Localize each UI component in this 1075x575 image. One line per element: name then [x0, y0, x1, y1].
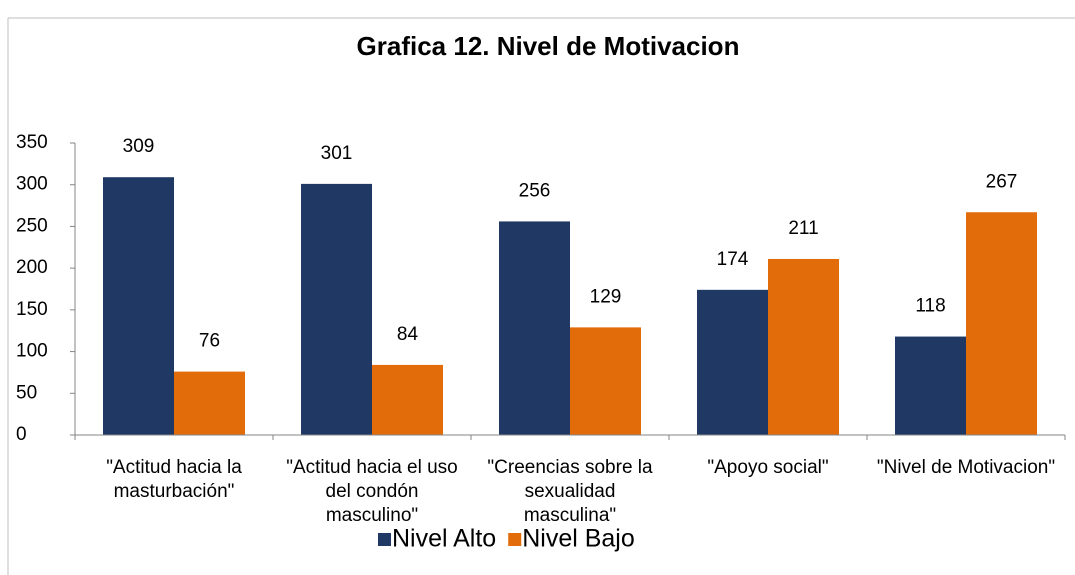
x-tick-label: "Actitud hacia el uso del condón masculino…: [286, 457, 458, 526]
data-label: 118: [915, 296, 945, 317]
bar: [103, 177, 174, 435]
bar: [499, 221, 570, 435]
y-tick-label: 350: [16, 132, 48, 153]
data-label: 267: [986, 171, 1018, 192]
data-label: 76: [199, 331, 220, 352]
x-tick-label: "Creencias sobre la sexualidad masculina": [487, 457, 653, 526]
chart-title: Grafica 12. Nivel de Motivacion: [357, 31, 740, 61]
data-label: 301: [321, 143, 353, 164]
y-tick-label: 300: [16, 174, 48, 195]
y-tick-label: 250: [16, 215, 48, 236]
data-label: 129: [590, 286, 622, 307]
y-tick-label: 100: [16, 341, 48, 362]
y-tick-label: 50: [16, 382, 37, 403]
legend-swatch: [508, 533, 522, 546]
data-label: 256: [519, 180, 551, 201]
data-label: 174: [717, 249, 749, 270]
x-tick-label: "Nivel de Motivacion": [877, 457, 1055, 478]
data-label: 211: [788, 218, 818, 239]
bar: [697, 289, 768, 435]
y-tick-label: 0: [16, 424, 27, 445]
bar: [174, 371, 245, 435]
bar: [372, 364, 443, 435]
bar: [570, 327, 641, 435]
y-tick-label: 150: [16, 299, 48, 320]
x-tick-label: "Apoyo social": [707, 457, 828, 478]
legend-label: Nivel Alto: [392, 525, 496, 553]
legend-label: Nivel Bajo: [522, 525, 635, 553]
data-label: 309: [123, 136, 155, 157]
x-tick-label: "Actitud hacia la masturbación": [106, 457, 242, 502]
data-label: 84: [397, 324, 419, 345]
bar: [966, 212, 1037, 435]
bar: [301, 183, 372, 435]
y-tick-label: 200: [16, 257, 48, 278]
bar: [768, 258, 839, 435]
bar: [895, 336, 966, 435]
legend-swatch: [378, 533, 391, 546]
